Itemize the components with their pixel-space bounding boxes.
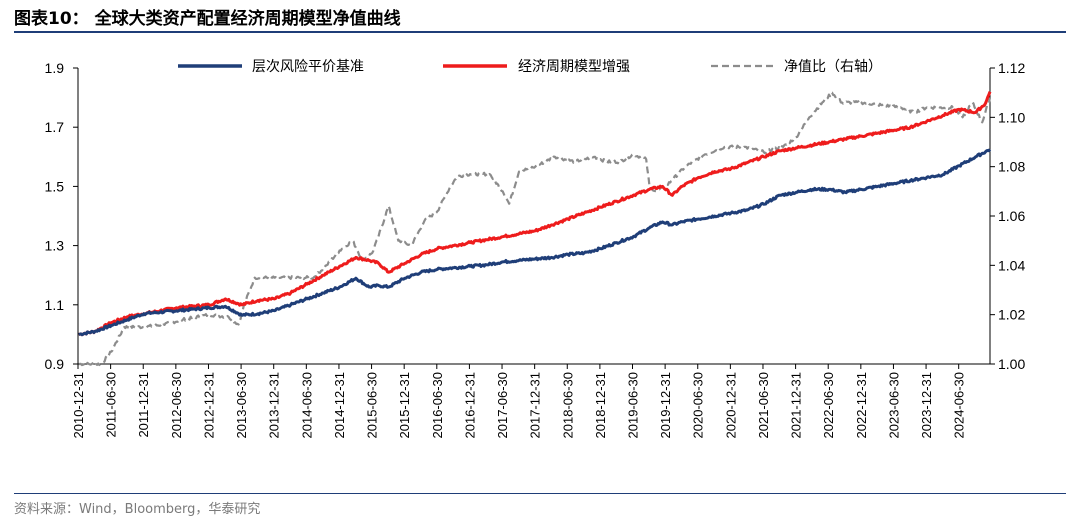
left-tick-label: 1.5 [45,178,65,194]
legend: 层次风险平价基准 经济周期模型增强 净值比（右轴） [178,58,882,75]
x-tick-label: 2023-06-30 [886,372,901,439]
series-line-0 [78,148,992,337]
left-tick-label: 1.1 [45,297,65,313]
right-tick-label: 1.04 [998,257,1025,273]
legend-label: 层次风险平价基准 [252,58,364,75]
x-tick-label: 2011-06-30 [104,372,119,438]
x-tick-label: 2014-06-30 [299,372,314,439]
legend-item-1: 经济周期模型增强 [443,59,630,75]
x-tick-label: 2021-12-31 [789,372,804,439]
x-tick-label: 2011-12-31 [136,372,151,438]
x-tick-label: 2020-12-31 [723,372,738,439]
x-tick-label: 2021-06-30 [756,372,771,439]
x-tick-label: 2020-06-30 [691,372,706,439]
x-tick-label: 2016-12-31 [462,372,477,439]
axes-layer: 1.9 1.7 1.5 1.3 1.1 0.9 1.12 1.10 1.08 1.06 1.04 1.… [45,60,1026,439]
series-layer [78,91,992,367]
left-tick-label: 0.9 [45,356,65,372]
legend-label: 经济周期模型增强 [518,59,630,75]
title-divider [14,31,1066,33]
legend-item-2: 净值比（右轴） [711,59,882,75]
x-tick-label: 2019-06-30 [626,372,641,439]
left-tick-label: 1.9 [45,60,65,76]
x-tick-label: 2023-12-31 [919,372,934,439]
x-tick-label: 2017-06-30 [495,372,510,439]
right-tick-label: 1.08 [998,159,1025,175]
chart-title: 图表10： 全球大类资产配置经济周期模型净值曲线 [14,9,401,29]
x-tick-label: 2016-06-30 [430,372,445,439]
left-tick-label: 1.3 [45,238,65,254]
right-tick-label: 1.12 [998,60,1025,76]
x-tick-label: 2010-12-31 [71,372,86,439]
x-tick-label: 2018-12-31 [593,372,608,439]
x-tick-label: 2013-06-30 [234,372,249,439]
right-tick-label: 1.02 [998,307,1025,323]
series-line-1 [78,91,992,337]
left-tick-label: 1.7 [45,119,65,135]
x-tick-label: 2012-12-31 [201,372,216,439]
footer-divider [14,493,1066,494]
x-tick-label: 2017-12-31 [528,372,543,439]
x-tick-label: 2013-12-31 [267,372,282,439]
legend-item-0: 层次风险平价基准 [178,58,364,75]
right-tick-label: 1.10 [998,109,1025,125]
x-tick-label: 2022-12-31 [854,372,869,439]
series-line-2 [78,91,992,367]
right-tick-label: 1.06 [998,208,1025,224]
x-tick-label: 2018-06-30 [560,372,575,439]
x-tick-label: 2015-06-30 [365,372,380,439]
x-tick-label: 2019-12-31 [658,372,673,439]
source-note: 资料来源：Wind，Bloomberg，华泰研究 [14,502,261,517]
legend-label: 净值比（右轴） [784,59,882,75]
x-tick-label: 2012-06-30 [169,372,184,439]
right-tick-label: 1.00 [998,356,1025,372]
x-tick-label: 2014-12-31 [332,372,347,439]
x-tick-label: 2015-12-31 [397,372,412,439]
x-tick-label: 2024-06-30 [952,372,967,439]
x-tick-label: 2022-06-30 [821,372,836,439]
